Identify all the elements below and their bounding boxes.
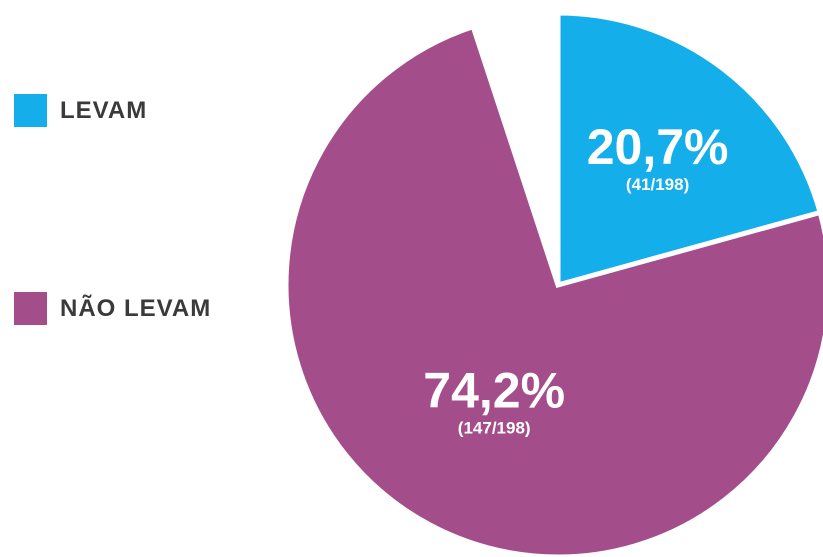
slice-percent-label-0: 20,7% [587,119,729,175]
slice-fraction-label-0: (41/198) [626,175,689,194]
legend-swatch-levam [14,94,47,127]
pie-slice-1 [283,23,823,557]
legend-item-levam: LEVAM [14,94,147,127]
legend-label-nao-levam: NÃO LEVAM [60,294,212,322]
legend-label-levam: LEVAM [60,96,148,124]
slice-percent-label-1: 74,2% [423,363,565,419]
pie-slice-0 [555,10,823,289]
legend-item-nao-levam: NÃO LEVAM [14,292,211,325]
legend-swatch-nao-levam [14,292,47,325]
slice-fraction-label-1: (147/198) [458,419,531,438]
